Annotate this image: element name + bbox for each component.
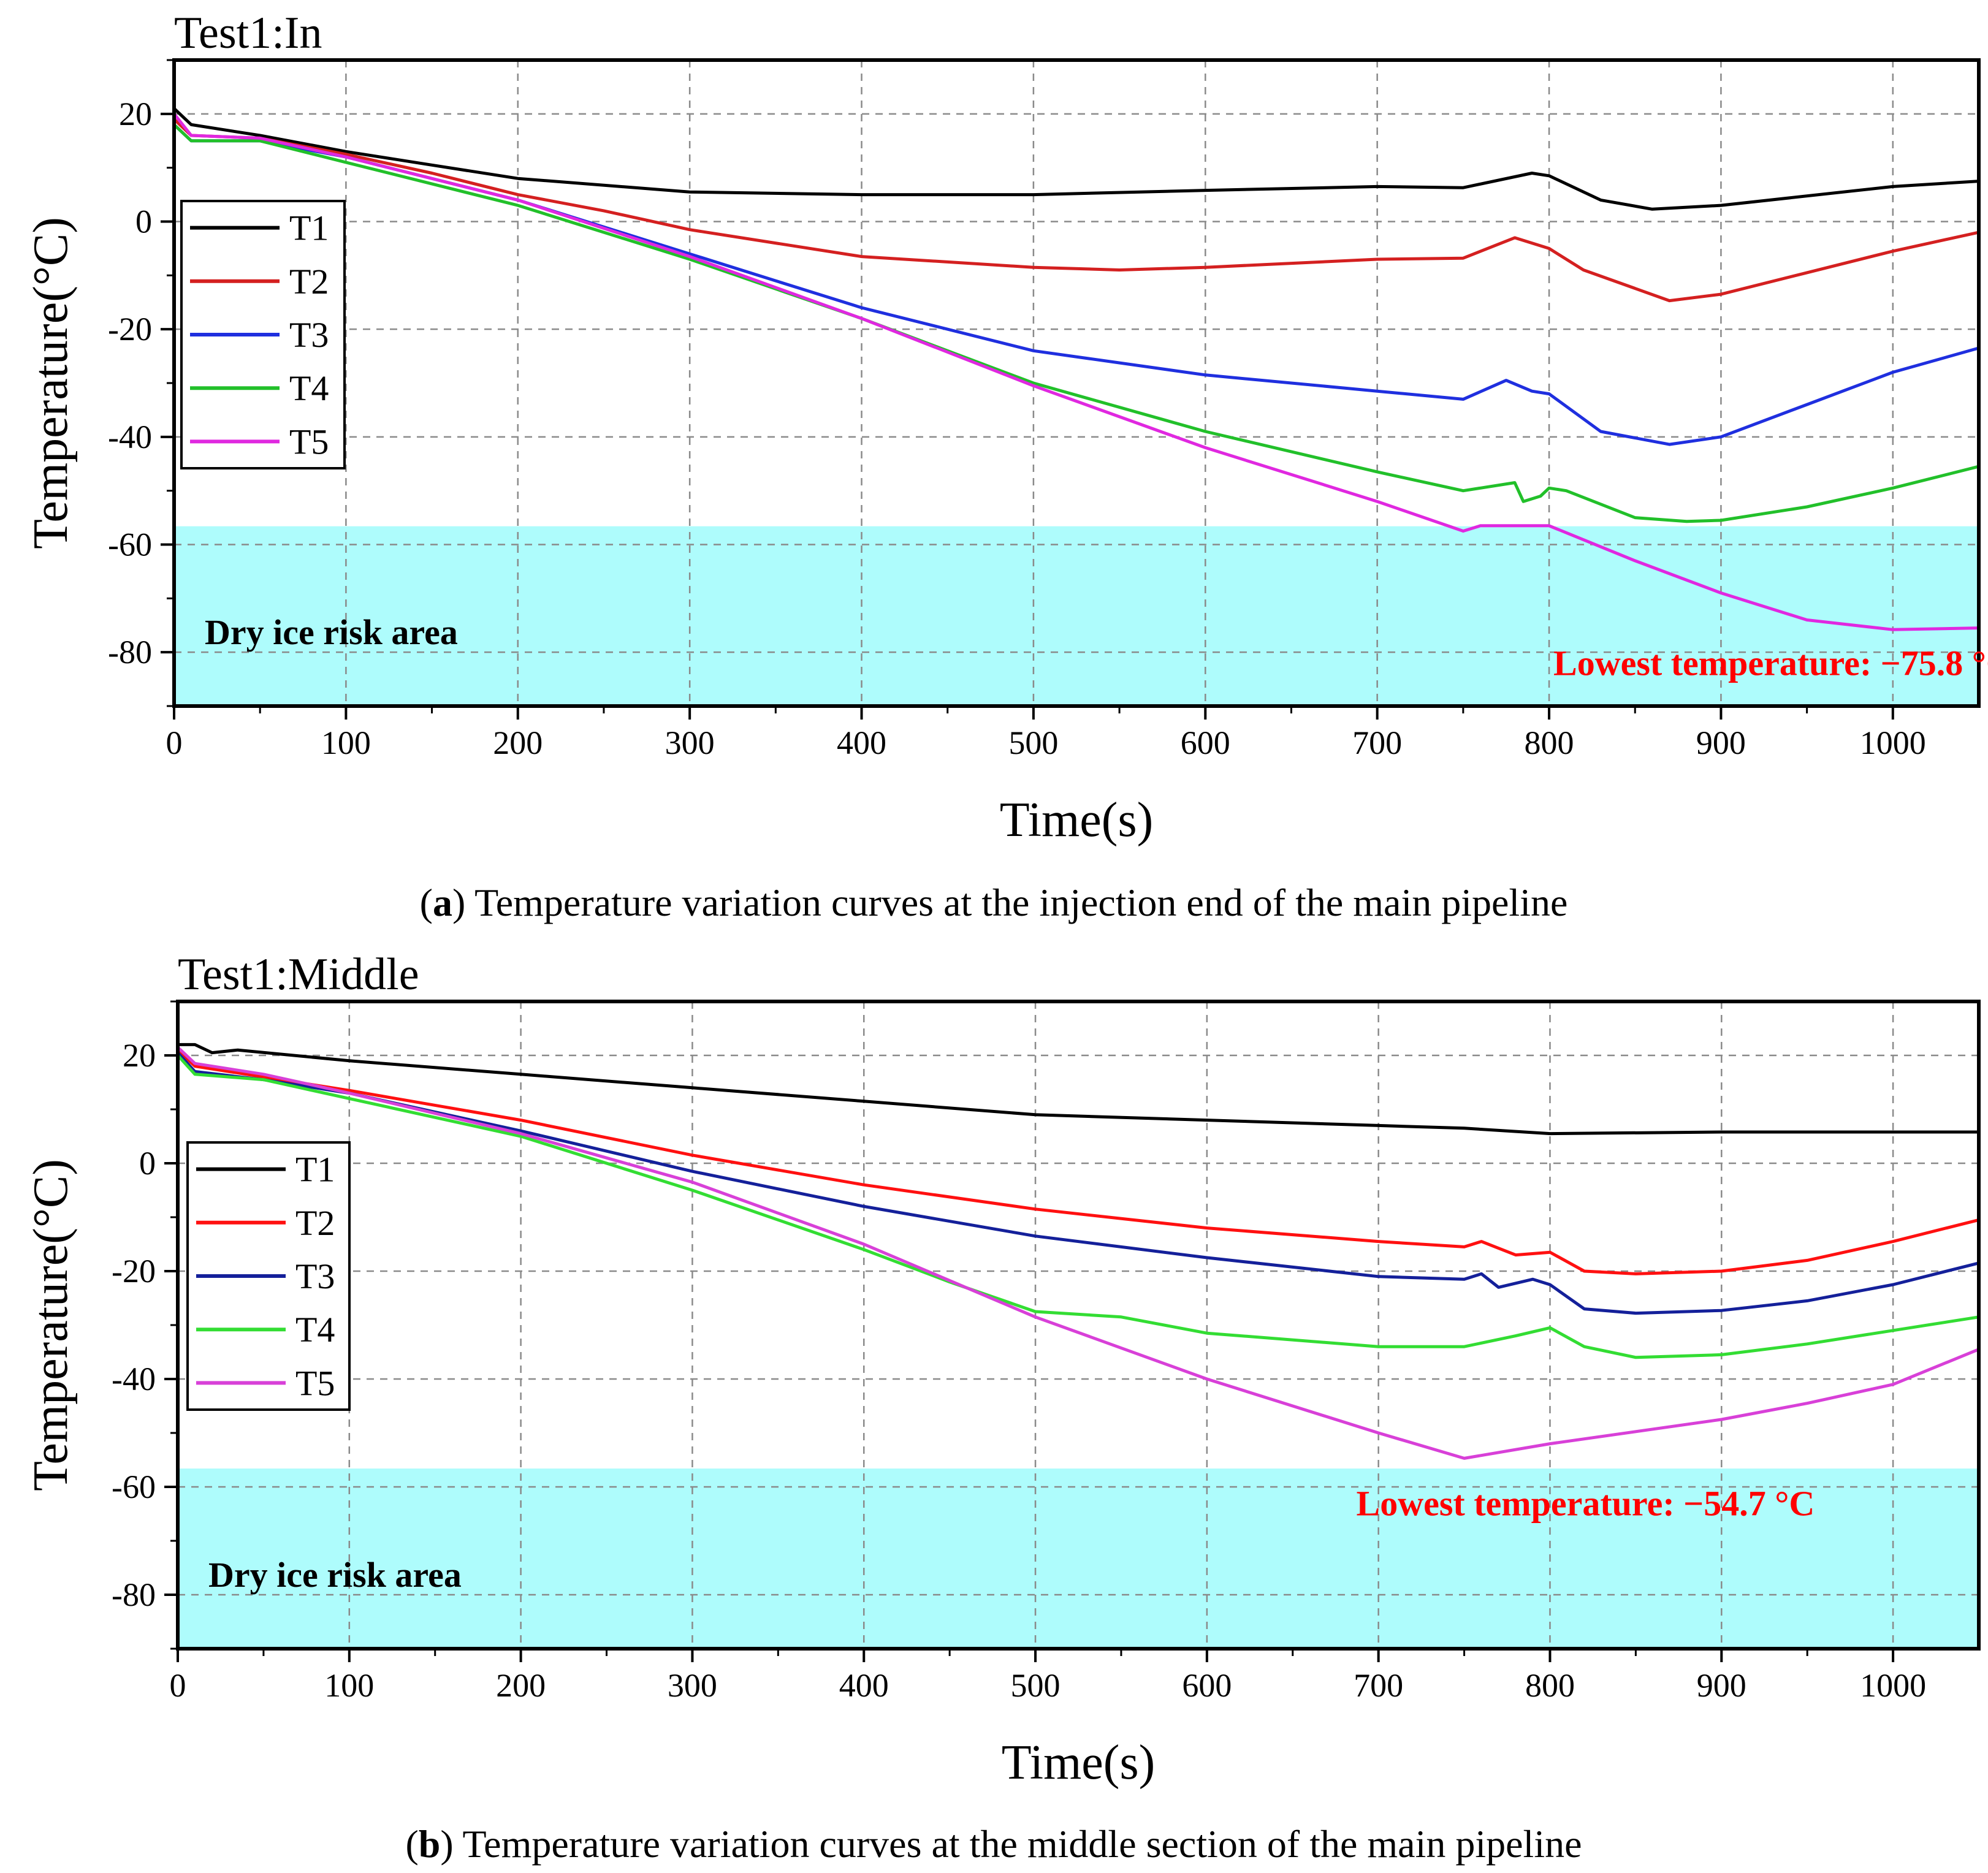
- series-line-t3: [177, 1051, 1979, 1315]
- x-tick-label: 900: [1697, 1667, 1746, 1704]
- series-line-t1: [173, 107, 1979, 211]
- series-line-t4: [173, 123, 1979, 523]
- panel-b: Test1:Middle 0 100 200 300 400 500 600 700 800 90…: [24, 949, 1981, 1866]
- y-tick-label: 20: [119, 96, 152, 132]
- x-tick-label: 500: [1008, 724, 1058, 761]
- y-tick-label: -80: [108, 634, 152, 671]
- legend-label-t5: T5: [289, 422, 329, 462]
- x-tick-label: 0: [170, 1667, 186, 1704]
- x-tick-label: 700: [1352, 724, 1402, 761]
- panel-b-dry-ice-risk-area: [178, 1468, 1979, 1649]
- panel-a-x-axis-label: Time(s): [1000, 793, 1153, 847]
- x-tick-label: 0: [166, 724, 183, 761]
- panel-a-y-axis-label: Temperature(°C): [24, 217, 78, 549]
- y-tick-label: 0: [135, 203, 152, 240]
- legend-label-t1: T1: [295, 1150, 335, 1190]
- legend-label-t3: T3: [289, 315, 329, 355]
- x-tick-label: 500: [1011, 1667, 1061, 1704]
- panel-a-legend: T1 T2 T3 T4 T5: [180, 200, 346, 469]
- x-tick-label: 600: [1182, 1667, 1232, 1704]
- x-tick-label: 200: [493, 724, 543, 761]
- panel-a-caption: (a) Temperature variation curves at the …: [420, 881, 1568, 924]
- x-tick-label: 400: [839, 1667, 889, 1704]
- panel-b-caption-label: b: [419, 1822, 441, 1866]
- panel-b-axis-ticks: [164, 1000, 1895, 1662]
- series-line-t5: [173, 113, 1979, 631]
- y-tick-label: -60: [112, 1468, 156, 1505]
- panel-b-x-axis-label: Time(s): [1002, 1736, 1155, 1790]
- x-tick-label: 700: [1354, 1667, 1403, 1704]
- panel-a-title: Test1:In: [174, 8, 322, 58]
- panel-a-y-tick-labels: 20 0 -20 -40 -60 -80: [108, 96, 152, 671]
- x-tick-label: 100: [324, 1667, 374, 1704]
- panel-a-lowest-temperature-annotation: Lowest temperature: −75.8 °C: [1553, 644, 1988, 683]
- panel-a-caption-label: a: [433, 881, 452, 924]
- y-tick-label: -80: [112, 1576, 156, 1613]
- y-tick-label: 20: [123, 1037, 156, 1074]
- legend-label-t3: T3: [295, 1256, 335, 1296]
- x-tick-label: 800: [1525, 724, 1574, 761]
- y-tick-label: -20: [112, 1253, 156, 1290]
- x-tick-label: 800: [1525, 1667, 1575, 1704]
- legend-label-t2: T2: [289, 262, 329, 302]
- x-tick-label: 1000: [1860, 724, 1926, 761]
- x-tick-label: 300: [665, 724, 715, 761]
- panel-b-y-tick-labels: 20 0 -20 -40 -60 -80: [112, 1037, 156, 1613]
- panel-b-x-tick-labels: 0 100 200 300 400 500 600 700 800 900 1000: [170, 1667, 1927, 1704]
- series-line-t1: [178, 1043, 1979, 1136]
- y-tick-label: -60: [108, 526, 152, 563]
- x-tick-label: 900: [1696, 724, 1746, 761]
- series-line-t4: [177, 1054, 1979, 1359]
- panel-a-x-tick-labels: 0 100 200 300 400 500 600 700 800 900 1000: [166, 724, 1926, 761]
- panel-a: Test1:In 0 100 200 300 400 500 600 700 800 900 100…: [24, 8, 1988, 924]
- legend-label-t1: T1: [289, 208, 329, 248]
- panel-b-risk-area-label: Dry ice risk area: [208, 1555, 462, 1595]
- x-tick-label: 600: [1181, 724, 1230, 761]
- panel-b-y-axis-label: Temperature(°C): [24, 1159, 78, 1491]
- legend-label-t2: T2: [295, 1203, 335, 1243]
- panel-b-lowest-temperature-annotation: Lowest temperature: −54.7 °C: [1357, 1483, 1815, 1523]
- series-line-t5: [177, 1046, 1979, 1460]
- panel-a-caption-text: ) Temperature variation curves at the in…: [452, 881, 1567, 924]
- x-tick-label: 200: [496, 1667, 546, 1704]
- x-tick-label: 100: [321, 724, 371, 761]
- x-tick-label: 400: [837, 724, 886, 761]
- x-tick-label: 300: [668, 1667, 717, 1704]
- legend-label-t4: T4: [289, 368, 329, 408]
- panel-a-dry-ice-risk-area: [174, 526, 1979, 706]
- legend-label-t4: T4: [295, 1310, 335, 1350]
- y-tick-label: -40: [112, 1361, 156, 1397]
- panel-a-gridlines: [173, 60, 1979, 706]
- legend-label-t5: T5: [295, 1363, 335, 1403]
- series-line-t2: [173, 118, 1979, 303]
- panel-a-series-lines: [173, 107, 1979, 631]
- y-tick-label: -40: [108, 419, 152, 455]
- y-tick-label: -20: [108, 311, 152, 348]
- panel-a-risk-area-label: Dry ice risk area: [205, 612, 458, 652]
- y-tick-label: 0: [139, 1145, 156, 1182]
- panel-b-legend: T1 T2 T3 T4 T5: [186, 1141, 351, 1411]
- panel-b-title: Test1:Middle: [178, 949, 419, 1000]
- panel-b-caption: (b) Temperature variation curves at the …: [405, 1822, 1582, 1866]
- panel-a-axis-ticks: [161, 59, 1894, 720]
- series-line-t2: [177, 1049, 1979, 1275]
- panel-b-caption-text: ) Temperature variation curves at the mi…: [440, 1822, 1582, 1866]
- x-tick-label: 1000: [1860, 1667, 1926, 1704]
- panel-b-series-lines: [177, 1043, 1979, 1460]
